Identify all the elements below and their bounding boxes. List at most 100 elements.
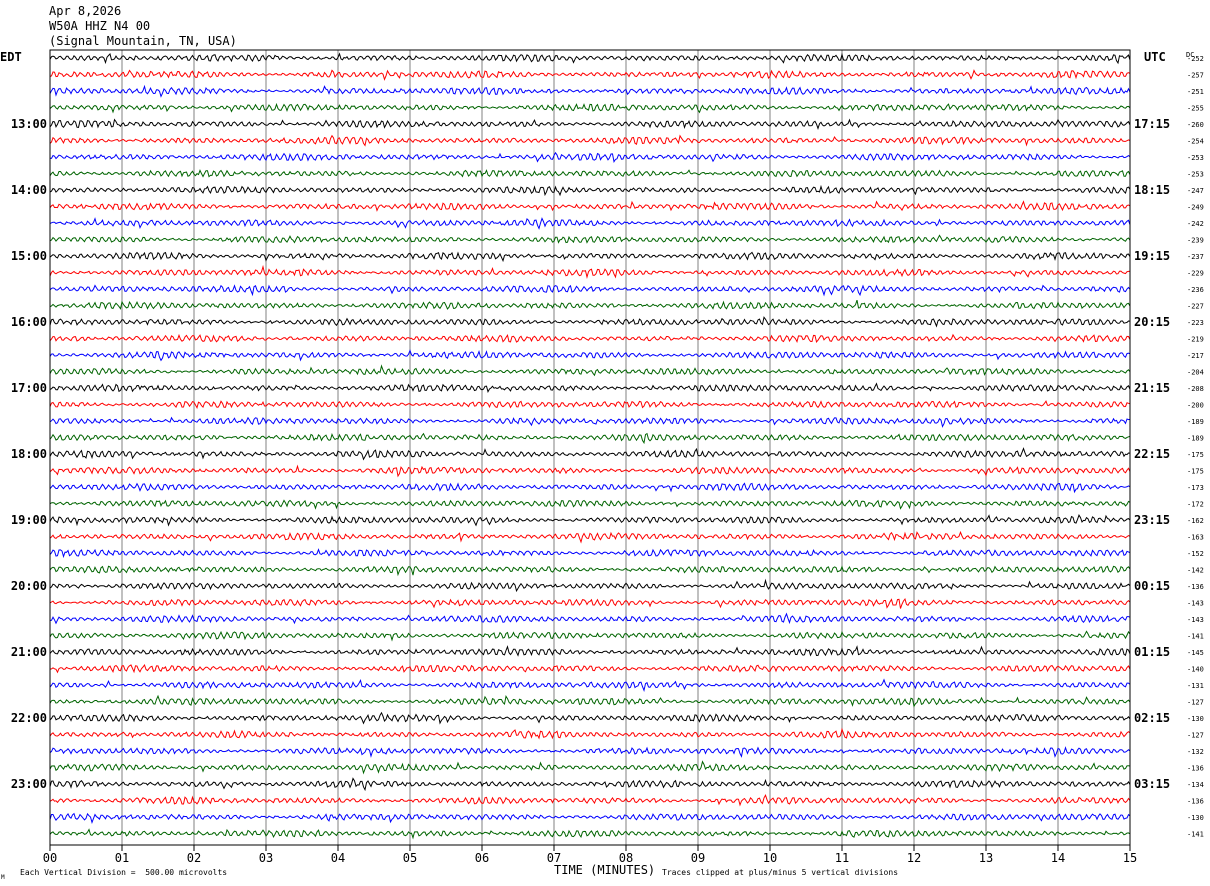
x-tick-label: 04: [331, 851, 345, 865]
seismic-trace: [49, 69, 1131, 81]
right-hour-label: 02:15: [1134, 711, 1170, 725]
dc-offset-label: -136: [1187, 583, 1204, 591]
dc-offset-label: -141: [1187, 633, 1204, 641]
dc-offset-label: -255: [1187, 105, 1204, 113]
seismic-trace: [49, 234, 1131, 244]
dc-header-label: DC: [1186, 51, 1194, 59]
seismic-trace: [49, 118, 1131, 130]
dc-offset-label: -131: [1187, 682, 1204, 690]
dc-offset-label: -141: [1187, 831, 1204, 839]
x-tick-label: 09: [691, 851, 705, 865]
seismic-trace: [49, 84, 1131, 98]
dc-offset-label: -257: [1187, 72, 1204, 80]
dc-offset-label: -152: [1187, 550, 1204, 558]
left-hour-label: 16:00: [11, 315, 47, 329]
dc-offset-label: -227: [1187, 303, 1204, 311]
left-hour-label: 21:00: [11, 645, 47, 659]
seismic-trace: [49, 400, 1131, 410]
scale-note: Each Vertical Division = 500.00 microvol…: [20, 868, 227, 877]
seismic-trace: [49, 598, 1131, 609]
dc-offset-label: -130: [1187, 715, 1204, 723]
dc-offset-label: -173: [1187, 484, 1204, 492]
location-label: (Signal Mountain, TN, USA): [49, 34, 237, 48]
logo-mark: M: [1, 874, 5, 881]
seismic-trace: [49, 499, 1131, 510]
dc-offset-label: -217: [1187, 352, 1204, 360]
grid-lines: [49, 50, 1131, 851]
seismic-trace: [49, 349, 1131, 362]
left-hour-label: 23:00: [11, 777, 47, 791]
dc-offset-label: -247: [1187, 187, 1204, 195]
x-tick-label: 12: [907, 851, 921, 865]
dc-offset-label: -127: [1187, 699, 1204, 707]
x-tick-label: 06: [475, 851, 489, 865]
seismic-trace: [49, 777, 1131, 792]
seismic-trace: [49, 514, 1131, 527]
seismic-trace: [49, 102, 1131, 114]
left-timezone-label: EDT: [0, 50, 22, 64]
seismic-trace: [49, 548, 1131, 559]
dc-offset-label: -140: [1187, 666, 1204, 674]
seismic-trace: [49, 184, 1131, 197]
x-tick-label: 07: [547, 851, 561, 865]
right-timezone-label: UTC: [1144, 50, 1166, 64]
seismic-trace: [49, 612, 1131, 625]
x-tick-label: 03: [259, 851, 273, 865]
dc-offset-label: -242: [1187, 220, 1204, 228]
left-hour-label: 15:00: [11, 249, 47, 263]
x-tick-label: 08: [619, 851, 633, 865]
date-label: Apr 8,2026: [49, 4, 122, 18]
left-hour-label: 13:00: [11, 117, 47, 131]
seismic-trace: [49, 565, 1131, 577]
dc-offset-label: -142: [1187, 567, 1204, 575]
dc-offset-label: -249: [1187, 204, 1204, 212]
seismic-trace: [49, 284, 1131, 297]
axis-labels: 00 01 02 03 04 05 06 07 08 09 10 11 12 13 14 15 -252 -257…: [11, 55, 1204, 865]
dc-offset-label: -127: [1187, 732, 1204, 740]
dc-offset-label: -143: [1187, 616, 1204, 624]
dc-offset-label: -189: [1187, 435, 1204, 443]
seismic-trace: [49, 217, 1131, 230]
dc-offset-label: -237: [1187, 253, 1204, 261]
seismic-trace: [49, 364, 1131, 377]
right-hour-label: 23:15: [1134, 513, 1170, 527]
right-hour-label: 19:15: [1134, 249, 1170, 263]
dc-offset-label: -130: [1187, 814, 1204, 822]
seismic-trace: [49, 530, 1131, 544]
seismic-trace: [49, 333, 1131, 343]
x-axis-title: TIME (MINUTES): [554, 863, 655, 877]
right-hour-label: 01:15: [1134, 645, 1170, 659]
left-hour-label: 18:00: [11, 447, 47, 461]
seismic-trace: [49, 251, 1131, 263]
dc-offset-label: -175: [1187, 451, 1204, 459]
seismic-trace: [49, 578, 1131, 593]
left-hour-label: 22:00: [11, 711, 47, 725]
seismic-trace: [49, 711, 1131, 725]
dc-offset-label: -223: [1187, 319, 1204, 327]
seismic-trace: [49, 482, 1131, 494]
seismic-trace: [49, 447, 1131, 461]
seismic-trace: [49, 464, 1131, 478]
dc-offset-label: -136: [1187, 798, 1204, 806]
seismic-trace: [49, 793, 1131, 807]
dc-offset-label: -219: [1187, 336, 1204, 344]
dc-offset-label: -236: [1187, 286, 1204, 294]
dc-offset-label: -175: [1187, 468, 1204, 476]
dc-offset-label: -145: [1187, 649, 1204, 657]
dc-offset-label: -260: [1187, 121, 1204, 129]
dc-offset-label: -253: [1187, 154, 1204, 162]
dc-offset-label: -253: [1187, 171, 1204, 179]
dc-offset-label: -143: [1187, 600, 1204, 608]
dc-offset-label: -163: [1187, 534, 1204, 542]
dc-offset-label: -254: [1187, 138, 1204, 146]
dc-offset-label: -172: [1187, 501, 1204, 509]
dc-offset-label: -229: [1187, 270, 1204, 278]
right-hour-label: 17:15: [1134, 117, 1170, 131]
seismic-trace: [49, 200, 1131, 212]
x-tick-label: 01: [115, 851, 129, 865]
clip-note: Traces clipped at plus/minus 5 vertical …: [662, 868, 898, 877]
traces: [49, 52, 1131, 840]
x-tick-label: 05: [403, 851, 417, 865]
seismic-trace: [49, 52, 1131, 65]
dc-offset-label: -204: [1187, 369, 1204, 377]
